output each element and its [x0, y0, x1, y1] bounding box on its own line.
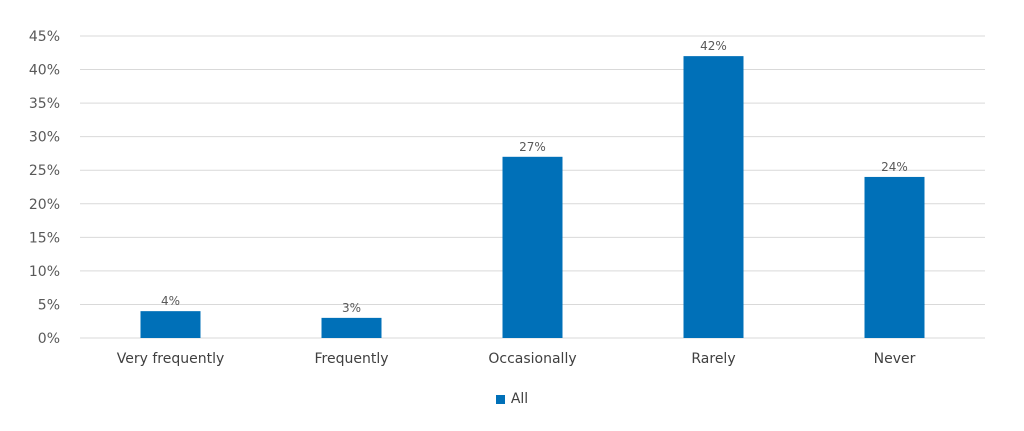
- bar: [864, 176, 925, 338]
- bar: [502, 156, 563, 338]
- legend-label: All: [510, 391, 529, 407]
- bar: [683, 56, 744, 339]
- y-tick-label: 30%: [29, 130, 60, 146]
- x-tick-label: Rarely: [691, 351, 735, 367]
- y-tick-label: 10%: [29, 264, 60, 280]
- bar: [321, 317, 382, 338]
- y-tick-label: 20%: [29, 197, 60, 213]
- y-tick-label: 5%: [38, 297, 60, 313]
- data-label: 3%: [342, 301, 361, 315]
- y-tick-label: 35%: [29, 96, 60, 112]
- legend: All: [0, 391, 1024, 407]
- y-tick-label: 0%: [38, 331, 60, 347]
- data-label: 27%: [519, 140, 546, 154]
- x-tick-label: Never: [874, 351, 916, 367]
- data-label: 4%: [161, 294, 180, 308]
- y-tick-label: 40%: [29, 63, 60, 79]
- y-tick-label: 25%: [29, 163, 60, 179]
- data-label: 42%: [700, 39, 727, 53]
- y-tick-label: 15%: [29, 230, 60, 246]
- data-label: 24%: [881, 160, 908, 174]
- y-tick-label: 45%: [29, 29, 60, 45]
- x-tick-label: Occasionally: [488, 351, 576, 367]
- legend-swatch: [495, 394, 505, 404]
- x-tick-label: Frequently: [314, 351, 388, 367]
- x-tick-label: Very frequently: [117, 351, 225, 367]
- bar: [140, 311, 201, 338]
